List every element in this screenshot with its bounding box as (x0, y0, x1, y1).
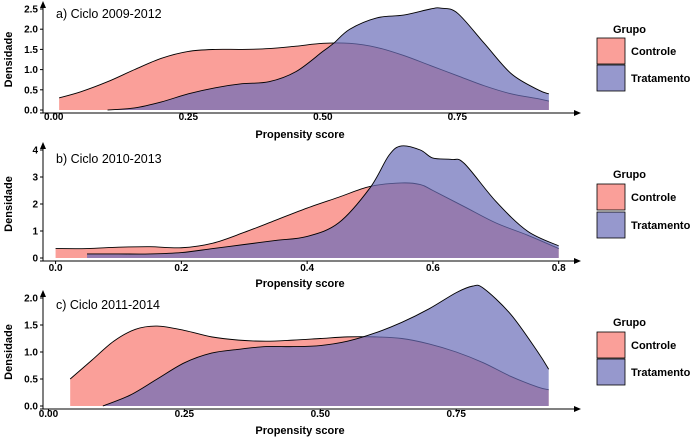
legend: Grupo Controle Tratamento (596, 24, 691, 92)
y-tick-label: 4 (32, 146, 38, 157)
x-tick-label: 0.6 (426, 263, 440, 274)
y-tick-label: 1.0 (24, 348, 38, 359)
y-axis-title: Densidade (3, 32, 15, 88)
x-tick-label: 0.50 (311, 409, 331, 420)
legend-label-controle: Controle (631, 340, 676, 352)
x-axis-title: Propensity score (255, 129, 344, 141)
x-tick-label: 0.25 (175, 409, 195, 420)
panel-3: 0.00 0.25 0.50 0.75 0.0 0.5 1.0 1.5 2.0 Propensit… (3, 284, 691, 437)
y-tick-label: 2.5 (24, 5, 38, 16)
y-axis-title: Densidade (3, 324, 15, 380)
x-tick-label: 0.00 (44, 112, 64, 123)
density-line-tratamento (107, 7, 550, 111)
legend-title: Grupo (613, 169, 646, 181)
x-tick-label: 0.75 (448, 112, 468, 123)
y-tick-label: 0.5 (24, 375, 38, 386)
y-tick-label: 0 (32, 254, 38, 265)
density-line-tratamento (102, 284, 550, 407)
y-tick-label: 2.0 (24, 294, 38, 305)
y-tick-label: 1.5 (24, 321, 38, 332)
y-tick-label: 0.0 (24, 402, 38, 413)
legend-label-tratamento: Tratamento (631, 220, 691, 232)
legend-label-controle: Controle (631, 46, 676, 58)
legend: Grupo Controle Tratamento (596, 169, 691, 239)
y-tick-label: 0.5 (24, 85, 38, 96)
y-axis-arrow (40, 142, 46, 149)
y-axis-title: Densidade (3, 176, 15, 232)
legend-key-controle (596, 331, 626, 359)
y-tick-label: 3 (32, 173, 38, 184)
x-tick-label: 0.50 (313, 112, 333, 123)
panel-title: c) Ciclo 2011-2014 (56, 298, 160, 312)
x-tick-label: 0.2 (174, 263, 188, 274)
y-axis-arrow (40, 290, 46, 297)
x-axis-arrow (574, 406, 581, 412)
legend-key-tratamento (596, 211, 626, 239)
x-tick-label: 0.00 (39, 409, 59, 420)
y-tick-label: 0.0 (24, 106, 38, 117)
x-axis-arrow (574, 110, 581, 116)
density-line-tratamento (87, 145, 559, 255)
x-tick-label: 0.4 (300, 263, 314, 274)
legend-label-tratamento: Tratamento (631, 73, 691, 85)
y-tick-label: 1.5 (24, 45, 38, 56)
legend: Grupo Controle Tratamento (596, 317, 691, 386)
panel-1: 0.00 0.25 0.50 0.75 0.0 0.5 1.0 1.5 2.0 2.5 Propen… (3, 1, 691, 141)
density-area-tratamento (102, 285, 549, 406)
y-tick-label: 1 (32, 227, 38, 238)
legend-title: Grupo (613, 24, 646, 36)
y-tick-label: 2 (32, 200, 38, 211)
x-tick-label: 0.75 (447, 409, 467, 420)
legend-key-controle (596, 183, 626, 211)
y-tick-label: 1.0 (24, 65, 38, 76)
x-axis-title: Propensity score (255, 278, 344, 290)
legend-title: Grupo (613, 317, 646, 329)
legend-key-tratamento (596, 64, 626, 92)
y-axis-arrow (40, 1, 46, 8)
x-tick-label: 0.0 (49, 263, 63, 274)
legend-key-controle (596, 37, 626, 65)
x-tick-label: 0.8 (552, 263, 566, 274)
x-axis-arrow (574, 258, 581, 264)
x-axis-title: Propensity score (255, 425, 344, 437)
density-area-tratamento (87, 145, 559, 258)
legend-key-tratamento (596, 358, 626, 386)
legend-label-controle: Controle (631, 192, 676, 204)
panel-title: a) Ciclo 2009-2012 (56, 7, 162, 21)
y-tick-label: 2.0 (24, 25, 38, 36)
x-tick-label: 0.25 (179, 112, 199, 123)
legend-label-tratamento: Tratamento (631, 367, 691, 379)
panel-2: 0.0 0.2 0.4 0.6 0.8 0 1 2 3 4 Propensity score Dens… (3, 142, 691, 290)
density-area-tratamento (107, 7, 549, 110)
panel-title: b) Ciclo 2010-2013 (56, 152, 162, 166)
